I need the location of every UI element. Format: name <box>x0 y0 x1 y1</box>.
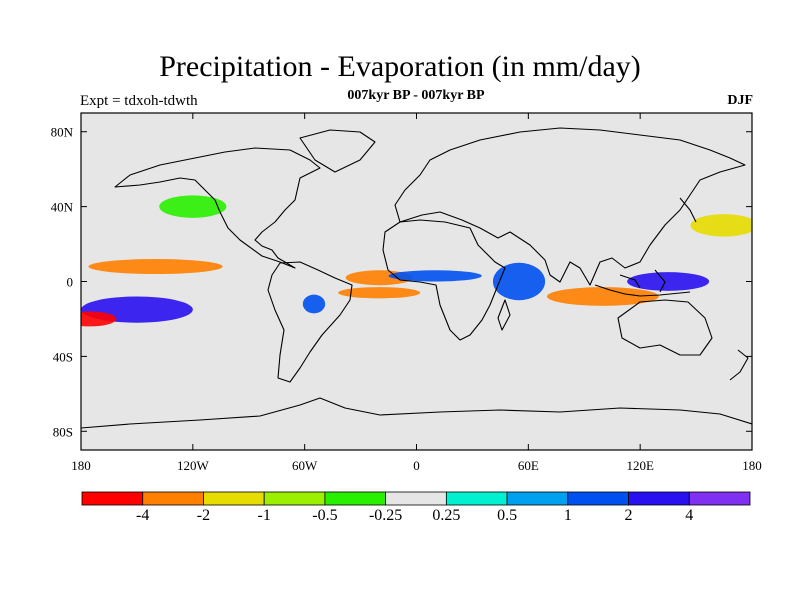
field-region-1 <box>81 311 117 327</box>
field-region-10 <box>627 272 710 291</box>
field-region-8 <box>492 262 546 301</box>
x-tick-label: 60W <box>292 458 318 473</box>
colorbar-label: 1 <box>563 507 572 524</box>
x-tick-label: 60E <box>518 458 539 473</box>
coastline-africa <box>382 219 506 341</box>
field-region-2 <box>88 259 223 275</box>
colorbar-label: 0.5 <box>497 507 518 524</box>
colorbar-swatch <box>688 491 751 506</box>
colorbar-label: -0.5 <box>312 507 338 524</box>
colorbar-swatch <box>628 491 690 506</box>
coastline-south-america <box>267 261 353 383</box>
field-layer <box>81 195 752 327</box>
field-region-7 <box>388 270 482 282</box>
page-title: Precipitation - Evaporation (in mm/day) <box>159 50 641 83</box>
colorbar-swatch <box>445 491 508 506</box>
field-region-9 <box>546 287 659 306</box>
coastline-indonesia <box>594 269 691 297</box>
y-tick-label: 40N <box>51 200 74 215</box>
colorbar-swatch <box>263 491 326 506</box>
x-tick-label: 180 <box>71 458 91 473</box>
field-region-5 <box>338 287 421 299</box>
axes: 180 120W 60W 0 60E 120E 180 80N 40N 0 40S 80S <box>51 113 762 473</box>
colorbar-label: 0.25 <box>432 507 461 524</box>
colorbar-swatch <box>81 491 144 506</box>
field-region-3 <box>159 195 227 218</box>
colorbar-label: 4 <box>685 507 694 524</box>
coastline-greenland <box>299 129 376 173</box>
colorbar <box>81 491 751 506</box>
coastline-antarctica <box>81 397 752 429</box>
x-tick-label: 120W <box>177 458 210 473</box>
experiment-label: Expt = tdxoh-tdwth <box>80 93 198 109</box>
y-tick-label: 0 <box>67 275 74 290</box>
coastline-north-america <box>114 147 321 269</box>
field-region-6 <box>302 294 326 314</box>
colorbar-swatch <box>324 491 387 506</box>
coastline-australia <box>617 299 713 356</box>
x-tick-label: 180 <box>742 458 762 473</box>
colorbar-swatch <box>506 491 569 506</box>
season-label: DJF <box>727 93 753 108</box>
colorbar-label: -2 <box>196 507 211 524</box>
x-tick-label: 0 <box>413 458 420 473</box>
coastlines <box>81 127 752 429</box>
coastline-japan <box>679 197 697 223</box>
coastline-eurasia <box>394 127 746 286</box>
colorbar-swatch <box>142 491 204 506</box>
y-tick-label: 80S <box>53 424 73 439</box>
coastline-new-zealand <box>729 349 749 381</box>
colorbar-label: 2 <box>624 507 633 524</box>
colorbar-label: -4 <box>136 507 150 524</box>
field-region-11 <box>690 214 752 237</box>
colorbar-label: -0.25 <box>368 507 403 524</box>
colorbar-label: -1 <box>257 507 271 524</box>
colorbar-swatch <box>385 491 447 506</box>
y-tick-label: 40S <box>53 349 73 364</box>
colorbar-swatch <box>203 491 265 506</box>
period-label: 007kyr BP - 007kyr BP <box>347 88 485 103</box>
y-tick-label: 80N <box>51 125 74 140</box>
coastline-madagascar <box>497 299 511 331</box>
x-tick-label: 120E <box>626 458 654 473</box>
colorbar-swatch <box>567 491 629 506</box>
